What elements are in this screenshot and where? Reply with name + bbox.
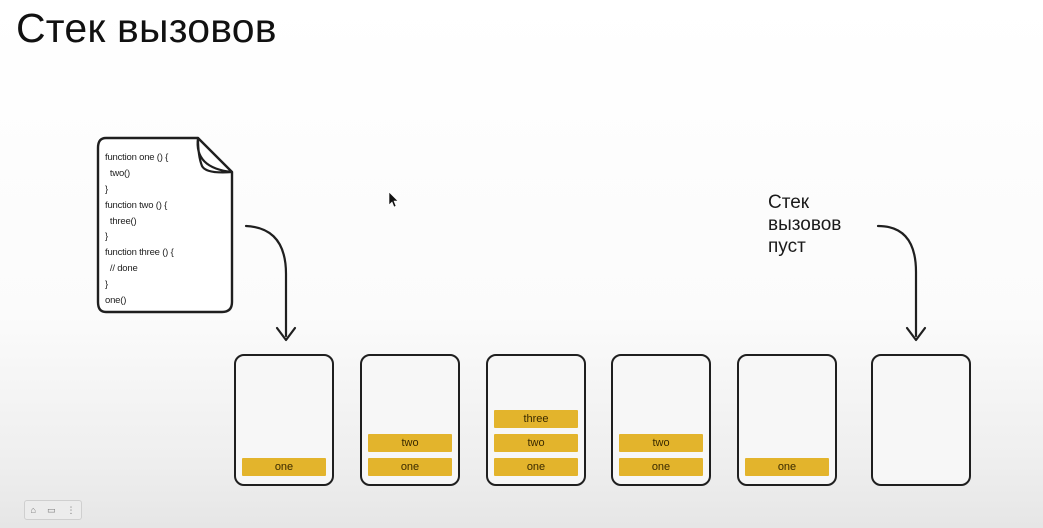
empty-stack-label: Стек вызовов пуст [768, 192, 841, 258]
code-line: function one () { [105, 152, 169, 163]
stack-frames: one [242, 458, 326, 476]
empty-arrow-head [905, 326, 927, 342]
stack-frames: one two [368, 434, 452, 476]
document-icon [96, 136, 234, 314]
stack-box: one two [611, 354, 711, 486]
stack-frames: one two [619, 434, 703, 476]
stack-frame: one [242, 458, 326, 476]
video-player-controls[interactable]: ⌂ ▭ ⋮ [24, 500, 82, 520]
code-lines: function one () { two()} function two () … [105, 150, 174, 309]
stack-box [871, 354, 971, 486]
stack-frame: two [494, 434, 578, 452]
stack-box: one [234, 354, 334, 486]
stack-frames: one [745, 458, 829, 476]
bookmark-icon[interactable]: ⌂ [30, 505, 36, 515]
more-icon[interactable]: ⋮ [66, 504, 76, 515]
stack-frame: three [494, 410, 578, 428]
mouse-cursor-icon [388, 191, 399, 208]
stack-frames: one two three [494, 410, 578, 476]
code-line: three() [105, 215, 137, 227]
stack-frame: one [745, 458, 829, 476]
stack-frame: one [368, 458, 452, 476]
code-line: } [105, 183, 108, 195]
stack-frame: two [368, 434, 452, 452]
stack-frame: one [619, 458, 703, 476]
code-arrow [244, 224, 288, 338]
code-document: function one () { two()} function two () … [96, 136, 234, 314]
code-line: one() [105, 295, 127, 307]
stack-frame: one [494, 458, 578, 476]
code-line: function three () { [105, 247, 174, 259]
code-line: function two () { [105, 199, 168, 211]
code-line: } [105, 279, 108, 291]
empty-label-line: пуст [768, 236, 806, 257]
empty-arrow [876, 224, 918, 338]
stack-box: one [737, 354, 837, 486]
empty-label-line: вызовов [768, 214, 842, 235]
stack-box: one two [360, 354, 460, 486]
slide-title: Стек вызовов [16, 5, 277, 51]
stack-box: one two three [486, 354, 586, 486]
empty-label-line: Стек [768, 192, 810, 213]
code-line: // done [105, 263, 138, 275]
code-line: two() [105, 167, 130, 179]
stack-frame: two [619, 434, 703, 452]
code-line: } [105, 231, 108, 243]
code-arrow-head [275, 326, 297, 342]
captions-icon[interactable]: ▭ [46, 504, 56, 515]
